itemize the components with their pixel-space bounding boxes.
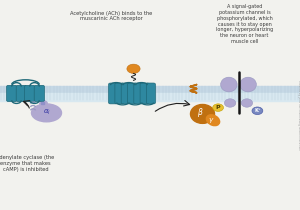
Text: $\gamma$: $\gamma$ [208, 116, 214, 125]
Ellipse shape [206, 115, 220, 126]
Ellipse shape [241, 99, 253, 107]
Circle shape [252, 107, 263, 114]
FancyBboxPatch shape [7, 85, 17, 101]
Circle shape [127, 64, 140, 74]
FancyBboxPatch shape [25, 85, 35, 101]
Text: P: P [216, 105, 220, 110]
Bar [0, 85, 300, 93]
Bar [41, 102, 44, 104]
Ellipse shape [221, 77, 237, 92]
FancyBboxPatch shape [128, 83, 136, 104]
FancyBboxPatch shape [109, 83, 118, 104]
Text: Adenylate cyclase (the
enzyme that makes
cAMP) is inhibited: Adenylate cyclase (the enzyme that makes… [0, 155, 55, 172]
FancyBboxPatch shape [134, 83, 143, 104]
FancyBboxPatch shape [115, 83, 124, 104]
Bar [0, 93, 300, 101]
FancyBboxPatch shape [16, 85, 26, 101]
FancyBboxPatch shape [121, 83, 130, 104]
Text: A signal-gated
potassium channel is
phosphorylated, which
causes it to stay open: A signal-gated potassium channel is phos… [216, 4, 273, 44]
FancyBboxPatch shape [146, 83, 155, 104]
Text: $\alpha_i$: $\alpha_i$ [43, 108, 51, 117]
Text: Created by Jana Herrmann using Shutterstock.com: Created by Jana Herrmann using Shutterst… [297, 80, 300, 151]
Circle shape [213, 104, 224, 111]
Text: Acetylcholine (ACh) binds to the
muscarinic ACh receptor: Acetylcholine (ACh) binds to the muscari… [70, 10, 152, 21]
Ellipse shape [240, 77, 256, 92]
FancyBboxPatch shape [34, 85, 44, 101]
FancyBboxPatch shape [140, 83, 149, 104]
Ellipse shape [32, 104, 62, 122]
Ellipse shape [190, 104, 214, 123]
Ellipse shape [224, 99, 236, 107]
Text: $\beta$: $\beta$ [197, 106, 203, 119]
Text: K⁺: K⁺ [254, 108, 261, 113]
Ellipse shape [40, 101, 47, 106]
